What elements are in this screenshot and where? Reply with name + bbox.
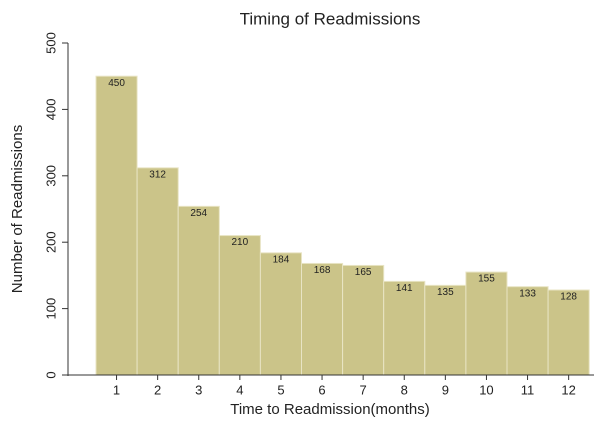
x-tick-label: 1 [113, 382, 120, 397]
y-tick-label: 200 [43, 231, 58, 253]
bar [424, 284, 467, 376]
x-tick-label: 3 [195, 382, 202, 397]
bar [465, 271, 508, 376]
value-label: 168 [314, 265, 331, 276]
value-label: 254 [190, 208, 207, 219]
x-tick-label: 10 [479, 382, 493, 397]
y-axis-label: Number of Readmissions [9, 125, 26, 293]
x-axis-label: Time to Readmission(months) [230, 401, 430, 418]
x-tick-label: 7 [360, 382, 367, 397]
y-tick-label: 300 [43, 165, 58, 187]
y-tick-label: 100 [43, 298, 58, 320]
bar [95, 75, 138, 376]
value-label: 184 [273, 254, 290, 265]
bar [301, 262, 344, 376]
bar [177, 205, 220, 376]
x-tick-label: 11 [521, 382, 535, 397]
value-label: 450 [108, 78, 125, 89]
bar [383, 280, 426, 376]
x-tick-label: 2 [154, 382, 161, 397]
value-label: 312 [149, 169, 166, 180]
bar [259, 252, 302, 376]
bar [218, 235, 261, 376]
value-label: 135 [437, 287, 454, 298]
bar [547, 289, 590, 376]
x-tick-label: 5 [277, 382, 284, 397]
chart-title: Timing of Readmissions [240, 9, 421, 28]
y-tick-label: 500 [43, 32, 58, 54]
value-label: 210 [232, 237, 249, 248]
x-tick-label: 9 [442, 382, 449, 397]
value-label: 165 [355, 267, 372, 278]
y-tick-label: 0 [43, 371, 58, 378]
value-label: 141 [396, 283, 413, 294]
value-label: 155 [478, 274, 495, 285]
value-label: 133 [519, 288, 536, 299]
bar [342, 264, 385, 376]
bar [136, 167, 179, 376]
bar [506, 286, 549, 376]
x-tick-label: 6 [318, 382, 325, 397]
x-tick-label: 12 [561, 382, 575, 397]
x-tick-label: 8 [401, 382, 408, 397]
y-tick-label: 400 [43, 99, 58, 121]
value-label: 128 [560, 292, 577, 303]
x-tick-label: 4 [236, 382, 243, 397]
